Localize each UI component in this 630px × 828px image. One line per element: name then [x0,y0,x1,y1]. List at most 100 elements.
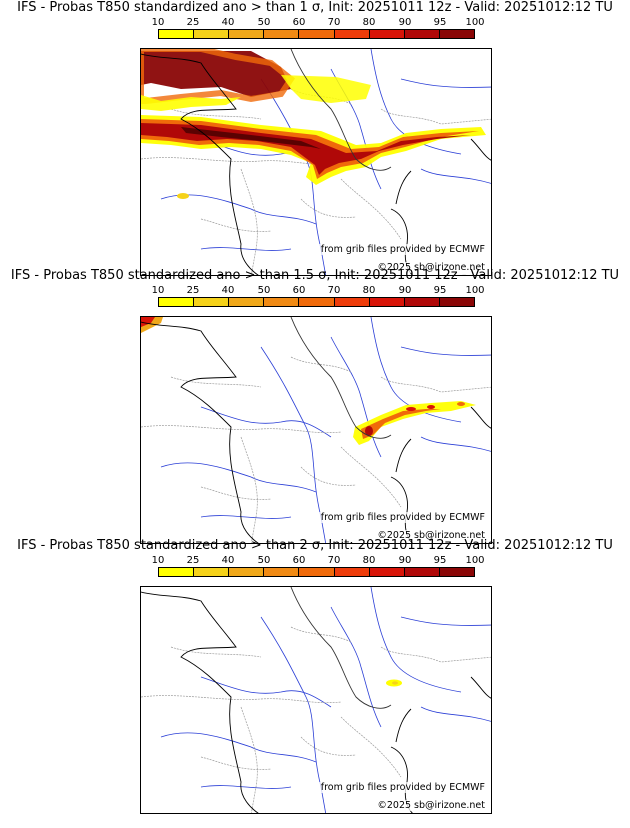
panel-2sigma: IFS - Probas T850 standardized ano > tha… [0,538,630,814]
color-legend [158,29,475,39]
map-canvas [141,317,491,543]
legend-swatch [299,568,335,576]
river-line [200,406,332,438]
probability-map: from grib files provided by ECMWF ©2025 … [140,316,492,544]
legend-swatch [264,568,300,576]
admin-boundary [290,626,352,643]
legend-swatch [159,30,195,38]
river-line [330,336,382,458]
legend-tick: 50 [257,555,271,566]
admin-boundary [300,198,357,218]
legend-swatch [369,568,405,576]
legend-ticks: 10 25 40 50 60 70 80 90 95 100 [0,17,630,29]
river-line [200,785,292,789]
panel-title: IFS - Probas T850 standardized ano > tha… [17,538,613,553]
river-line [200,676,332,708]
legend-swatch [194,568,230,576]
legend-tick: 25 [186,285,200,296]
credit-source: from grib files provided by ECMWF [318,782,487,793]
admin-boundary [240,706,258,813]
probability-field [141,317,476,445]
river-line [420,436,491,452]
river-line [160,732,317,763]
legend-tick: 40 [221,555,235,566]
legend-swatch [159,568,195,576]
legend-tick: 50 [257,285,271,296]
river-line [400,78,491,88]
legend-swatch [229,568,265,576]
legend-swatch [299,298,335,306]
legend-tick: 95 [433,17,447,28]
legend-tick: 90 [398,555,412,566]
legend-swatch [404,30,440,38]
admin-boundary [290,356,352,373]
river-line [370,49,462,155]
country-border [290,49,392,171]
base-geography [141,587,491,813]
admin-boundary [170,646,262,658]
color-legend [158,567,475,577]
river-line [370,317,462,423]
admin-boundary [340,178,402,240]
admin-boundary [170,108,262,120]
country-border [290,317,392,439]
legend-ticks: 10 25 40 50 60 70 80 90 95 100 [0,285,630,297]
legend-tick: 80 [362,555,376,566]
admin-boundary [141,425,342,433]
legend-swatch [264,30,300,38]
legend-tick: 40 [221,17,235,28]
legend-swatch [229,30,265,38]
legend-tick: 100 [465,555,485,566]
legend-tick: 50 [257,17,271,28]
legend-tick: 95 [433,285,447,296]
base-geography [141,317,491,543]
legend-swatch [439,298,474,306]
river-line [260,616,327,813]
legend-swatch [334,298,370,306]
probability-field [141,49,486,199]
legend-tick: 70 [327,285,341,296]
river-line [420,706,491,722]
legend-tick: 70 [327,17,341,28]
legend-tick: 25 [186,17,200,28]
legend-tick: 25 [186,555,200,566]
legend-tick: 40 [221,285,235,296]
panel-title: IFS - Probas T850 standardized ano > tha… [10,268,620,283]
coastline [141,591,491,813]
legend-tick: 90 [398,17,412,28]
admin-boundary [200,218,272,232]
legend-tick: 100 [465,17,485,28]
panel-1-5sigma: IFS - Probas T850 standardized ano > tha… [0,268,630,544]
legend-swatch [194,30,230,38]
admin-boundary [300,466,357,486]
river-line [420,168,491,184]
admin-boundary [240,168,258,275]
admin-boundary [240,436,258,543]
legend-tick: 60 [292,17,306,28]
legend-tick: 70 [327,555,341,566]
legend-tick: 60 [292,555,306,566]
legend-tick: 80 [362,285,376,296]
legend-tick: 60 [292,285,306,296]
credit-copyright: ©2025 sb@irizone.net [375,530,487,541]
legend-swatch [369,30,405,38]
legend-tick: 90 [398,285,412,296]
legend-swatch [264,298,300,306]
admin-boundary [170,376,262,388]
admin-boundary [340,446,402,508]
legend-tick: 10 [151,17,165,28]
admin-boundary [300,736,357,756]
river-line [160,462,317,493]
probability-field [386,679,402,687]
borders-overlay [141,317,491,543]
credit-copyright: ©2025 sb@irizone.net [375,262,487,273]
admin-boundary [380,108,491,125]
admin-boundary [141,695,342,703]
legend-swatch [159,298,195,306]
river-line [200,247,292,251]
river-line [370,587,462,693]
panel-title: IFS - Probas T850 standardized ano > tha… [17,0,613,15]
river-line [160,194,317,225]
probability-map: from grib files provided by ECMWF ©2025 … [140,48,492,276]
legend-tick: 95 [433,555,447,566]
